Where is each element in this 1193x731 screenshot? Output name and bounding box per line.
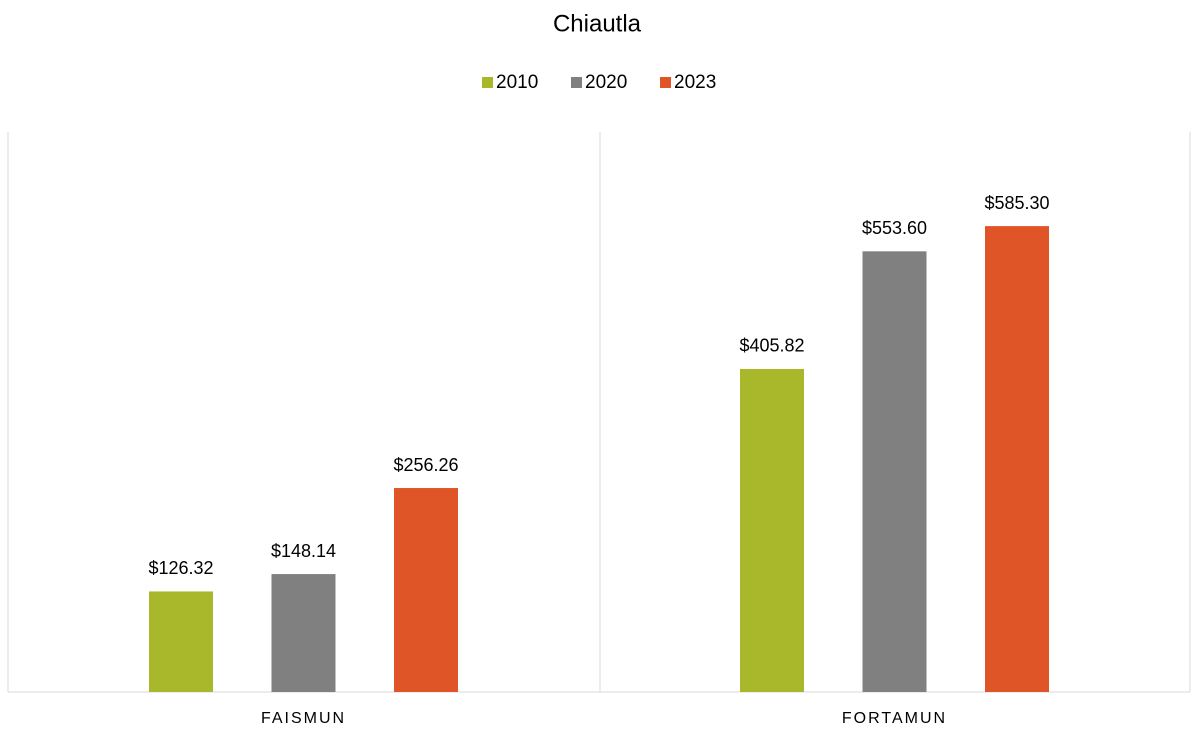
- bar: [740, 368, 804, 692]
- bar: [862, 251, 927, 692]
- bar: [394, 488, 458, 692]
- legend-swatch: [482, 77, 493, 88]
- legend-label: 2020: [585, 72, 627, 93]
- legend-swatch: [571, 77, 582, 88]
- bar: [271, 574, 336, 692]
- legend-swatch: [660, 77, 671, 88]
- bar: [149, 591, 213, 692]
- x-tick-label: FORTAMUN: [842, 710, 947, 727]
- data-label: $126.32: [148, 558, 213, 578]
- bar: [985, 226, 1049, 692]
- data-label: $585.30: [984, 193, 1049, 213]
- data-label: $148.14: [271, 541, 336, 561]
- legend-label: 2010: [496, 72, 538, 93]
- chart-title: Chiautla: [553, 10, 642, 37]
- data-label: $405.82: [739, 336, 804, 356]
- data-label: $256.26: [393, 455, 458, 475]
- legend-label: 2023: [674, 72, 716, 93]
- data-label: $553.60: [862, 218, 927, 238]
- x-tick-label: FAISMUN: [261, 710, 346, 727]
